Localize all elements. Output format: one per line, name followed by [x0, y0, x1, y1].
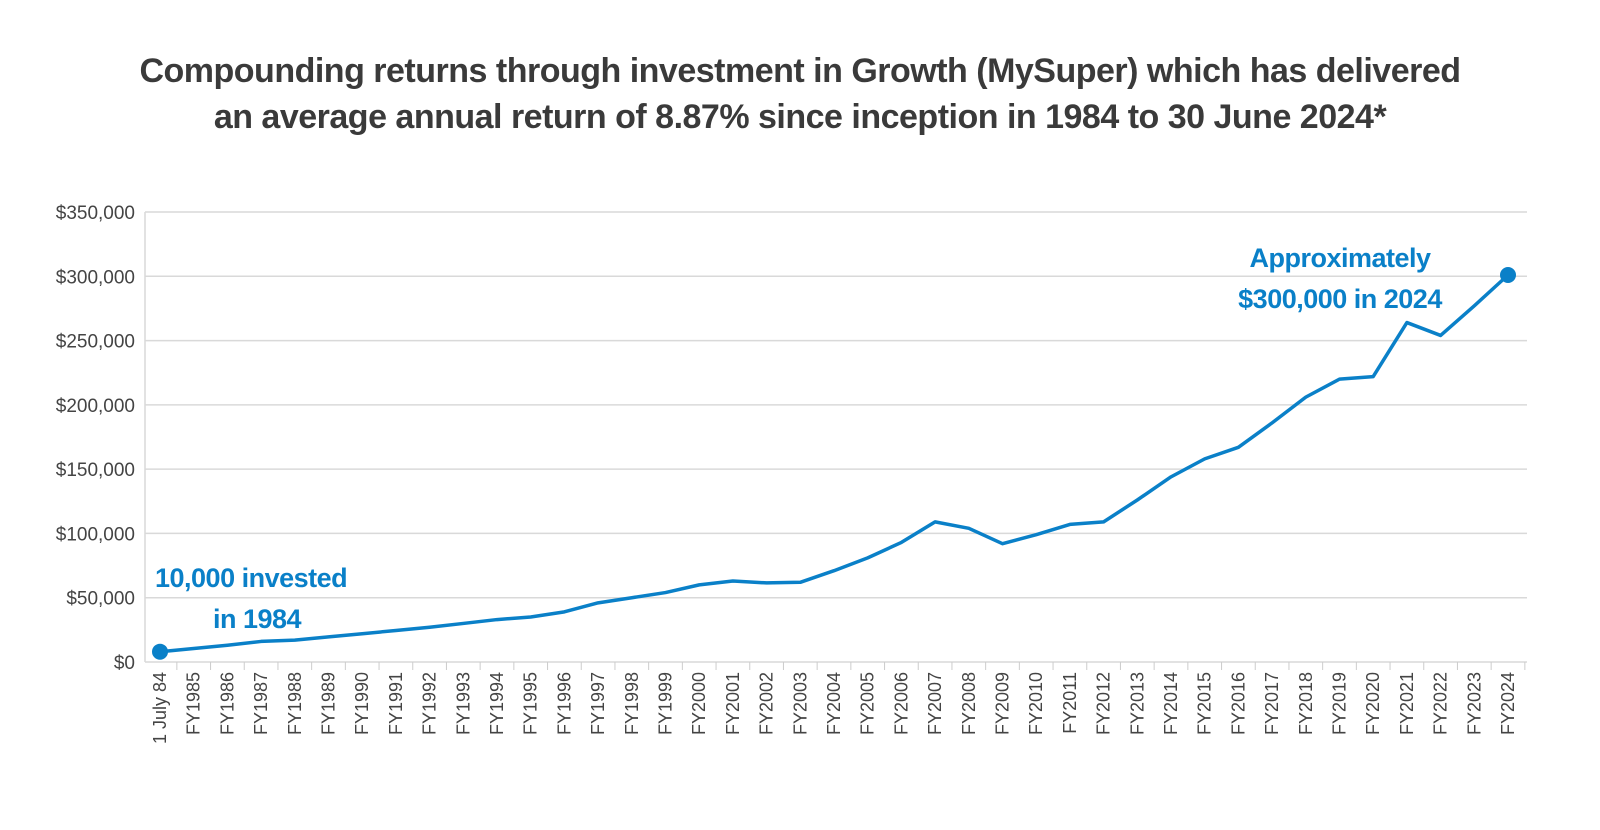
- x-tick-label: FY1998: [622, 672, 642, 735]
- x-tick-label: FY2014: [1161, 672, 1181, 735]
- annotation-start-line-2: in 1984: [213, 604, 302, 634]
- x-tick-label: FY1995: [521, 672, 541, 735]
- x-tick-label: 1 July 84: [150, 672, 170, 744]
- x-tick-label: FY1997: [588, 672, 608, 735]
- x-tick-label: FY1999: [656, 672, 676, 735]
- x-tick-label: FY1985: [184, 672, 204, 735]
- x-tick-label: FY2015: [1195, 672, 1215, 735]
- x-tick-label: FY2005: [858, 672, 878, 735]
- y-tick-label: $0: [114, 653, 135, 674]
- chart-title-line-1: Compounding returns through investment i…: [139, 52, 1461, 90]
- annotation-end-line-1: Approximately: [1249, 243, 1431, 273]
- x-tick-label: FY2019: [1330, 672, 1350, 735]
- x-tick-label: FY2002: [757, 672, 777, 735]
- y-tick-label: $300,000: [56, 267, 135, 288]
- chart-title-line-2: an average annual return of 8.87% since …: [213, 98, 1387, 136]
- x-tick-label: FY2000: [689, 672, 709, 735]
- x-tick-label: FY1994: [487, 672, 507, 735]
- x-tick-label: FY2007: [925, 672, 945, 735]
- y-tick-label: $200,000: [56, 396, 135, 417]
- annotation-end-line-2: $300,000 in 2024: [1238, 284, 1442, 314]
- y-tick-label: $350,000: [56, 203, 135, 224]
- x-tick-label: FY2021: [1397, 672, 1417, 735]
- x-tick-label: FY1986: [217, 672, 237, 735]
- x-tick-label: FY2024: [1498, 672, 1518, 735]
- series-line: [159, 273, 1510, 654]
- x-tick-label: FY2003: [790, 672, 810, 735]
- chart-title: Compounding returns through investment i…: [0, 48, 1600, 140]
- x-tick-label: FY2009: [993, 672, 1013, 735]
- x-tick-label: FY2001: [723, 672, 743, 735]
- data-point: [152, 643, 168, 660]
- x-tick-label: FY2006: [891, 672, 911, 735]
- x-tick-label: FY1988: [285, 672, 305, 735]
- x-tick-label: FY2022: [1431, 672, 1451, 735]
- y-tick-label: $150,000: [56, 460, 135, 481]
- data-point: [1500, 267, 1516, 283]
- x-tick-label: FY2023: [1464, 672, 1484, 735]
- x-tick-label: FY1992: [420, 672, 440, 735]
- x-tick-label: FY2008: [959, 672, 979, 735]
- x-tick-label: FY2010: [1026, 672, 1046, 735]
- x-tick-label: FY2004: [824, 672, 844, 735]
- y-tick-label: $50,000: [66, 589, 135, 610]
- x-tick-label: FY1993: [453, 672, 473, 735]
- x-tick-label: FY2016: [1228, 672, 1248, 735]
- x-tick-label: FY1991: [386, 672, 406, 735]
- x-tick-label: FY2017: [1262, 672, 1282, 735]
- x-tick-label: FY2012: [1094, 672, 1114, 735]
- y-tick-label: $100,000: [56, 524, 135, 545]
- x-tick-label: FY1990: [352, 672, 372, 735]
- x-tick-label: FY2020: [1363, 672, 1383, 735]
- x-tick-label: FY2013: [1127, 672, 1147, 735]
- x-tick-label: FY1996: [554, 672, 574, 735]
- annotation-start-line-1: 10,000 invested: [155, 563, 347, 593]
- x-tick-label: FY1989: [319, 672, 339, 735]
- y-tick-label: $250,000: [56, 332, 135, 353]
- x-tick-label: FY1987: [251, 672, 271, 735]
- x-tick-label: FY2018: [1296, 672, 1316, 735]
- x-tick-label: FY2011: [1060, 672, 1080, 734]
